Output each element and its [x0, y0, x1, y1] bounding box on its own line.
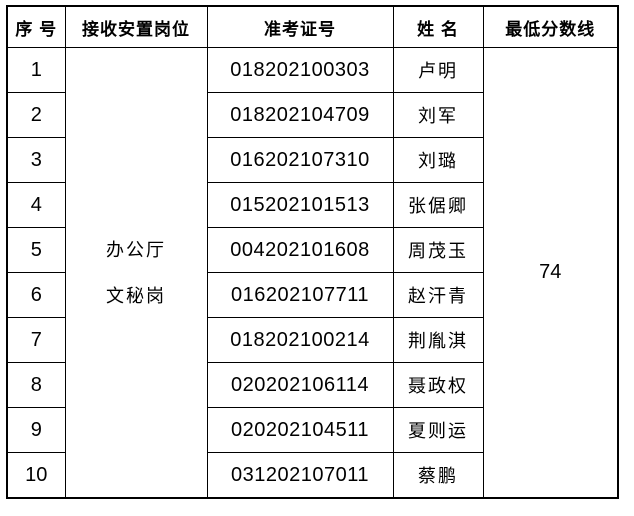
header-name: 姓 名 — [392, 5, 484, 48]
name-cell: 张倨卿 — [392, 182, 484, 228]
name-cell: 夏则运 — [392, 407, 484, 453]
ticket-cell: 020202104511 — [206, 407, 394, 453]
name-cell: 聂政权 — [392, 362, 484, 408]
ticket-cell: 004202101608 — [206, 227, 394, 273]
table-row: 3 016202107310 刘璐 — [6, 137, 618, 183]
min-score-cell: 74 — [482, 47, 619, 499]
ticket-cell: 018202100303 — [206, 47, 394, 93]
header-ticket: 准考证号 — [206, 5, 394, 48]
header-position: 接收安置岗位 — [64, 5, 208, 48]
seq-cell: 4 — [6, 182, 66, 228]
seq-cell: 5 — [6, 227, 66, 273]
name-cell: 赵汗青 — [392, 272, 484, 318]
ticket-cell: 020202106114 — [206, 362, 394, 408]
header-seq: 序 号 — [6, 5, 66, 48]
table-row: 1 办公厅 文秘岗 018202100303 卢明 74 — [6, 47, 619, 499]
header-row: 序 号 接收安置岗位 准考证号 姓 名 最低分数线 — [6, 5, 619, 48]
exam-score-table: 序 号 接收安置岗位 准考证号 姓 名 最低分数线 1 办公厅 文秘岗 0182… — [6, 5, 619, 499]
table-row: 6 016202107711 赵汗青 — [6, 272, 618, 318]
name-cell: 周茂玉 — [392, 227, 484, 273]
seq-cell: 10 — [6, 452, 66, 499]
seq-cell: 1 — [6, 47, 66, 93]
table-row: 10 031202107011 蔡鹏 — [6, 452, 618, 499]
ticket-cell: 031202107011 — [206, 452, 394, 499]
seq-cell: 2 — [6, 92, 66, 138]
name-cell: 刘军 — [392, 92, 484, 138]
position-line-2: 文秘岗 — [106, 285, 166, 306]
seq-cell: 3 — [6, 137, 66, 183]
table-row: 2 018202104709 刘军 — [6, 92, 618, 138]
seq-cell: 6 — [6, 272, 66, 318]
name-cell: 刘璐 — [392, 137, 484, 183]
name-cell: 卢明 — [392, 47, 484, 93]
seq-cell: 7 — [6, 317, 66, 363]
seq-cell: 8 — [6, 362, 66, 408]
ticket-cell: 015202101513 — [206, 182, 394, 228]
table-row: 8 020202106114 聂政权 — [6, 362, 618, 408]
ticket-cell: 018202104709 — [206, 92, 394, 138]
ticket-cell: 018202100214 — [206, 317, 394, 363]
position-line-1: 办公厅 — [106, 239, 166, 260]
header-min-score: 最低分数线 — [482, 5, 619, 48]
ticket-cell: 016202107310 — [206, 137, 394, 183]
position-cell: 办公厅 文秘岗 — [64, 47, 208, 499]
ticket-cell: 016202107711 — [206, 272, 394, 318]
table-row: 9 020202104511 夏则运 — [6, 407, 618, 453]
table-row: 5 004202101608 周茂玉 — [6, 227, 618, 273]
seq-cell: 9 — [6, 407, 66, 453]
name-cell: 蔡鹏 — [392, 452, 484, 499]
name-cell: 荆胤淇 — [392, 317, 484, 363]
